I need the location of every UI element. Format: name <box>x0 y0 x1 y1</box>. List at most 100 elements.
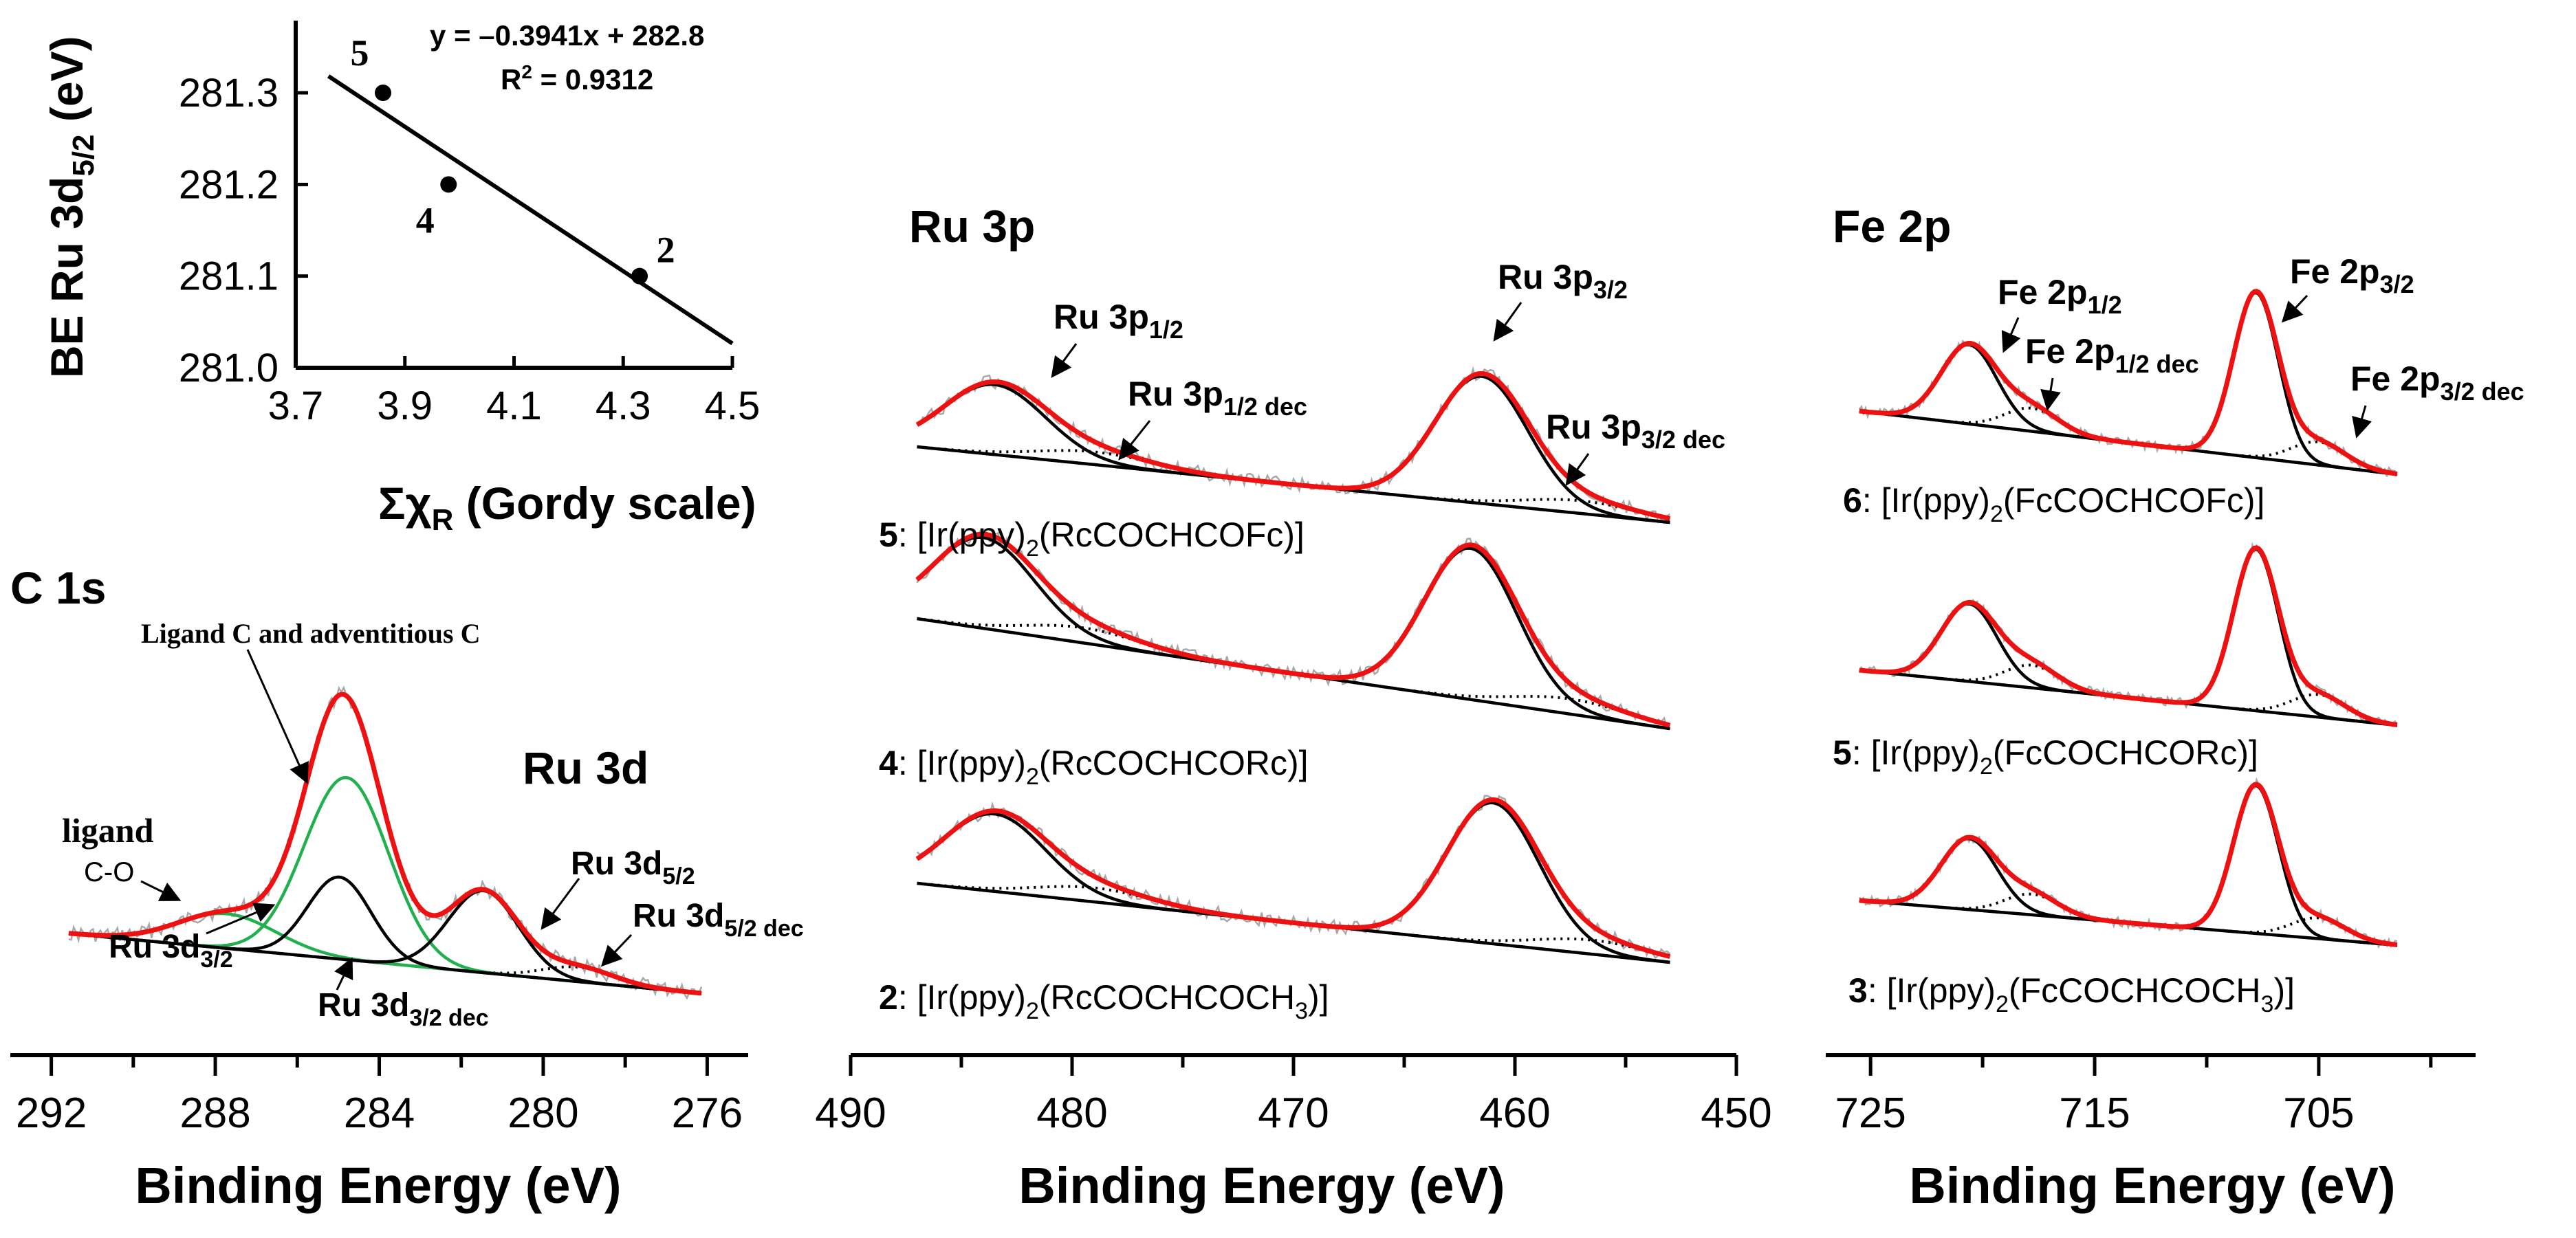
c1s-ru3d52dec-arrow <box>600 933 633 967</box>
spectrum-envelope <box>915 531 1671 728</box>
c1s-ligand-c-label: Ligand C and adventitious C <box>141 618 480 649</box>
fe2p-ticks: 725 715 705 <box>1835 1055 2433 1137</box>
x-tick-label: 292 <box>16 1090 87 1137</box>
ru3p-formula-4: 4: [Ir(ppy)2(RcCOCHCORc)] <box>879 744 1309 790</box>
scatter-x-tick-label: 3.7 <box>268 384 324 428</box>
scatter-points: 5 4 2 <box>351 32 675 285</box>
fe2p-title: Fe 2p <box>1833 201 1951 252</box>
c1s-curves <box>68 685 703 1000</box>
ru3p-p12-label: Ru 3p1/2 <box>1054 298 1183 344</box>
ru3p-p12-arrow <box>1051 343 1078 378</box>
scatter-y-tick-label: 281.0 <box>179 346 279 390</box>
c1s-ligand-label: ligand <box>62 811 154 850</box>
fe2p-p32-arrow <box>2281 294 2308 323</box>
scatter-equation: y = –0.3941x + 282.8 <box>430 19 704 52</box>
scatter-r2: R2 = 0.9312 <box>501 61 653 96</box>
scatter-fit-line <box>327 74 734 346</box>
c1s-ru3d32dec-arrow <box>334 957 353 991</box>
x-tick-label: 276 <box>672 1090 743 1137</box>
ru3p-x-label: Binding Energy (eV) <box>1018 1157 1505 1214</box>
x-tick-label: 715 <box>2059 1090 2130 1137</box>
spectrum-dec-component <box>917 617 1670 727</box>
scatter-x-tick-label: 4.5 <box>705 384 761 428</box>
c1s-co-arrow <box>140 880 182 901</box>
spectrum-component <box>68 889 702 995</box>
x-tick-label: 280 <box>507 1090 578 1137</box>
spectrum-raw <box>1858 290 2399 477</box>
c1s-ru3d32dec-label: Ru 3d3/2 dec <box>318 987 489 1031</box>
ru3p-panel: Ru 3p Ru 3p1/2 Ru 3p1/2 dec Ru 3p3/2 Ru … <box>815 201 1771 1214</box>
ru3p-p32-arrow <box>1493 302 1522 342</box>
fe2p-p12dec-arrow <box>2040 377 2061 411</box>
c1s-ru3d52-label: Ru 3d5/2 <box>571 845 695 889</box>
spectrum-envelope <box>915 797 1671 959</box>
spectrum-envelope <box>1859 289 2398 476</box>
c1s-x-label: Binding Energy (eV) <box>135 1157 621 1214</box>
c1s-title: C 1s <box>10 562 106 613</box>
ru3p-p12dec-label: Ru 3p1/2 dec <box>1128 375 1307 421</box>
fe2p-formula-5: 5: [Ir(ppy)2(FcCOCHCORc)] <box>1833 733 2258 780</box>
x-tick-label: 725 <box>1835 1090 1906 1137</box>
c1s-ru3d32-label: Ru 3d3/2 <box>109 929 233 973</box>
ru3p-p32dec-arrow <box>1565 453 1590 486</box>
x-tick-label: 490 <box>815 1090 886 1137</box>
fe2p-formula-3: 3: [Ir(ppy)2(FcCOCHCOCH3)] <box>1848 971 2295 1017</box>
c1s-ru3d52-arrow <box>541 878 580 930</box>
scatter-x-tick-label: 4.1 <box>486 384 542 428</box>
fe2p-p12dec-label: Fe 2p1/2 dec <box>2025 332 2199 378</box>
ru3p-p32dec-label: Ru 3p3/2 dec <box>1546 408 1725 454</box>
fe2p-x-label: Binding Energy (eV) <box>1909 1157 2395 1214</box>
spectrum-component <box>1859 602 2398 727</box>
c1s-ru3d32-arrow <box>206 903 276 935</box>
spectrum-envelope <box>1859 782 2398 948</box>
scatter-point-label: 4 <box>416 199 435 241</box>
c1s-panel: C 1s Ru 3d Ligand C and adventitious C l… <box>10 562 804 1214</box>
ru3p-formula-5: 5: [Ir(ppy)2(RcCOCHCOFc)] <box>879 516 1305 562</box>
scatter-x-tick-label: 3.9 <box>377 384 433 428</box>
scatter-y-tick-label: 281.2 <box>179 162 279 207</box>
scatter-point-label: 5 <box>351 32 369 74</box>
scatter-ticks <box>294 91 734 370</box>
spectrum-envelope <box>1859 545 2398 727</box>
ru3p-title: Ru 3p <box>909 201 1035 252</box>
x-tick-label: 450 <box>1701 1090 1771 1137</box>
scatter-x-label: ΣχR (Gordy scale) <box>378 478 756 537</box>
x-tick-label: 284 <box>344 1090 415 1137</box>
spectrum-envelope <box>915 371 1671 521</box>
spectrum-component <box>1859 291 2398 476</box>
fe2p-panel: Fe 2p Fe 2p1/2 Fe 2p1/2 dec Fe 2p3/2 Fe … <box>1826 201 2524 1214</box>
c1s-ticks: 292 288 284 280 276 <box>16 1055 743 1137</box>
spectrum-raw <box>916 795 1671 960</box>
c1s-co-label: C-O <box>84 857 134 887</box>
spectrum-envelope <box>68 692 702 996</box>
ru3p-curves <box>915 366 1671 964</box>
scatter-point <box>375 85 391 101</box>
fe2p-p12-arrow <box>2001 317 2021 353</box>
scatter-y-tick-label: 281.1 <box>179 254 279 299</box>
ru3p-formula-2: 2: [Ir(ppy)2(RcCOCHCOCH3)] <box>879 978 1329 1024</box>
scatter-y-label: BE Ru 3d5/2 (eV) <box>41 36 100 378</box>
fe2p-p32dec-arrow <box>2352 405 2372 439</box>
c1s-ru3d52dec-label: Ru 3d5/2 dec <box>633 898 804 942</box>
ru3p-ticks: 490 480 470 460 450 <box>815 1055 1772 1137</box>
x-tick-label: 470 <box>1258 1090 1329 1137</box>
x-tick-label: 288 <box>179 1090 250 1137</box>
scatter-point <box>440 176 457 193</box>
fe2p-curves <box>1858 289 2399 949</box>
fe2p-formula-6: 6: [Ir(ppy)2(FcCOCHCOFc)] <box>1843 481 2264 527</box>
fe2p-p32-label: Fe 2p3/2 <box>2290 252 2414 298</box>
x-tick-label: 705 <box>2283 1090 2354 1137</box>
scatter-point-label: 2 <box>657 230 675 271</box>
scatter-tick-labels: 3.7 3.9 4.1 4.3 4.5 281.0 281.1 281.2 281.3 <box>179 71 760 428</box>
x-tick-label: 480 <box>1036 1090 1107 1137</box>
fe2p-p12-label: Fe 2p1/2 <box>1998 273 2122 319</box>
ru3d-title: Ru 3d <box>523 742 648 793</box>
scatter-point <box>631 267 648 285</box>
fe2p-p32dec-label: Fe 2p3/2 dec <box>2350 360 2524 406</box>
ru3p-p32-label: Ru 3p3/2 <box>1498 258 1628 304</box>
x-tick-label: 460 <box>1479 1090 1550 1137</box>
c1s-ligand-c-arrow <box>246 649 309 784</box>
scatter-y-tick-label: 281.3 <box>179 71 279 115</box>
